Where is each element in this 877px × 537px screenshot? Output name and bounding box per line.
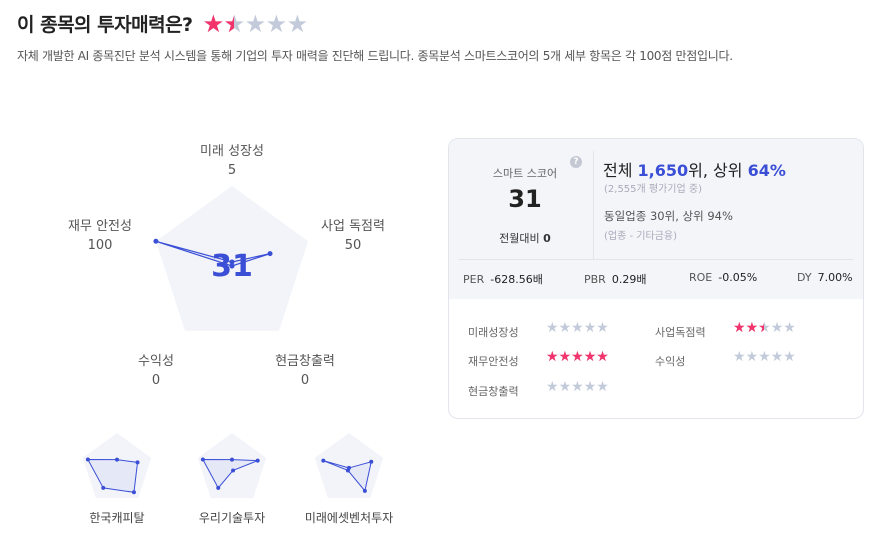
industry-note: (업종 - 기타금융): [604, 231, 677, 242]
score-item-label: 재무안전성: [468, 355, 519, 368]
star-icon: ★: [571, 320, 584, 336]
star-icon: ★: [583, 379, 597, 395]
score-item-stars: ★★★★★: [546, 379, 609, 395]
radar-axis-label: 재무 안전성 100: [68, 219, 132, 253]
score-item-stars: ★ ★ ★ ★ ★ ★ ★ ★ ★ ★: [546, 349, 609, 365]
radar-axis-label: 사업 독점력 50: [321, 219, 385, 253]
peer-name: 한국캐피탈: [89, 511, 145, 525]
radar-axis-label: 미래 성장성 5: [200, 144, 264, 178]
star-icon: ★: [733, 349, 746, 365]
star-icon: ★★: [202, 9, 225, 38]
radar-axis-label: 수익성 0: [138, 354, 174, 388]
radar-score: 31: [211, 249, 253, 284]
overall-rank: 전체 1,650위, 상위 64%: [603, 161, 786, 180]
monthly-change: 전월대비 0: [499, 232, 551, 245]
radar-point: [230, 457, 234, 462]
radar-point: [200, 457, 205, 462]
divider: [593, 151, 594, 259]
star-icon: ★★: [758, 320, 771, 336]
smart-score-label: 스마트 스코어: [492, 167, 558, 180]
star-icon: ★: [758, 349, 771, 365]
star-icon: ★: [265, 9, 288, 38]
radar-point: [321, 458, 326, 463]
score-item-stars: ★★★★★: [546, 320, 609, 336]
star-icon: ★★: [596, 349, 609, 365]
radar-point: [85, 457, 90, 462]
star-icon: ★: [596, 379, 609, 395]
radar-series: [202, 459, 258, 489]
radar-background: [314, 433, 384, 499]
star-icon: ★: [745, 349, 759, 365]
radar-point: [131, 490, 136, 495]
radar-point: [267, 251, 273, 257]
radar-series: [323, 460, 372, 492]
header-rating: ★★★★★★★: [202, 9, 309, 38]
radar-point: [362, 488, 367, 493]
star-icon: ★: [286, 9, 309, 38]
radar-point: [101, 485, 106, 490]
star-icon: ★★: [583, 349, 597, 365]
star-icon: ★: [546, 320, 559, 336]
star-icon: ★★: [733, 320, 746, 336]
peer-radar[interactable]: 한국캐피탈: [67, 425, 167, 526]
radar-point: [255, 458, 260, 463]
radar-series: [87, 459, 139, 493]
star-icon: ★★: [546, 349, 559, 365]
industry-rank: 동일업종 30위, 상위 94%: [604, 209, 733, 223]
peer-name: 미래에셋벤처투자: [304, 511, 394, 525]
star-icon: ★★: [571, 349, 584, 365]
peer-radar[interactable]: 미래에셋벤처투자: [299, 425, 399, 526]
star-icon: ★★: [223, 9, 246, 38]
radar-background: [155, 186, 309, 331]
ratio-dy: DY 7.00%: [797, 271, 853, 284]
question-circle-icon[interactable]: ?: [570, 156, 582, 168]
star-icon: ★: [558, 320, 572, 336]
star-icon: ★: [596, 320, 609, 336]
ratio-roe: ROE -0.05%: [689, 271, 758, 284]
peer-radar-chart: [82, 433, 152, 499]
radar-point: [135, 460, 140, 465]
peer-radar[interactable]: 우리기술투자: [182, 425, 282, 526]
radar-chart: 31: [153, 186, 309, 331]
radar-point: [369, 459, 374, 464]
score-item-stars: ★★★★★: [733, 349, 796, 365]
page-title: 이 종목의 투자매력은?★★★★★★★: [17, 10, 308, 37]
radar-point: [229, 263, 235, 269]
radar-point: [153, 238, 159, 244]
peer-radar-chart: [197, 433, 267, 499]
divider: [459, 259, 853, 260]
radar-point: [216, 485, 221, 490]
ratio-pbr: PBR 0.29배: [584, 273, 647, 286]
star-icon: ★: [583, 320, 597, 336]
score-item-label: 사업독점력: [655, 326, 706, 339]
star-icon: ★: [244, 9, 267, 38]
star-icon: ★★: [558, 349, 572, 365]
score-item-label: 수익성: [655, 355, 686, 368]
star-icon: ★: [546, 379, 559, 395]
title-text: 이 종목의 투자매력은?: [17, 14, 193, 36]
score-item-label: 미래성장성: [468, 326, 519, 339]
radar-point: [231, 468, 236, 473]
radar-point: [229, 259, 235, 265]
peer-name: 우리기술투자: [198, 511, 266, 525]
description: 자체 개발한 AI 종목진단 분석 시스템을 통해 기업의 투자 매력을 진단해…: [17, 49, 733, 63]
star-icon: ★★: [745, 320, 759, 336]
star-icon: ★: [558, 379, 572, 395]
star-icon: ★: [571, 379, 584, 395]
ratio-per: PER -628.56배: [463, 273, 543, 286]
peer-radar-chart: [314, 433, 384, 499]
star-icon: ★: [770, 349, 784, 365]
score-item-stars: ★★★★★★★★: [733, 320, 796, 336]
score-item-label: 현금창출력: [468, 385, 519, 398]
star-icon: ★: [783, 349, 796, 365]
smart-score-value: 31: [508, 185, 542, 213]
star-icon: ★: [783, 320, 796, 336]
smart-score-card: 스마트 스코어 ? 31 전월대비 0 전체 1,650위, 상위 64% (2…: [448, 138, 864, 419]
star-icon: ★: [770, 320, 784, 336]
overall-note: (2,555개 평가기업 중): [604, 184, 702, 195]
radar-axis-label: 현금창출력 0: [275, 354, 335, 388]
radar-point: [115, 457, 119, 462]
radar-point: [345, 468, 350, 473]
